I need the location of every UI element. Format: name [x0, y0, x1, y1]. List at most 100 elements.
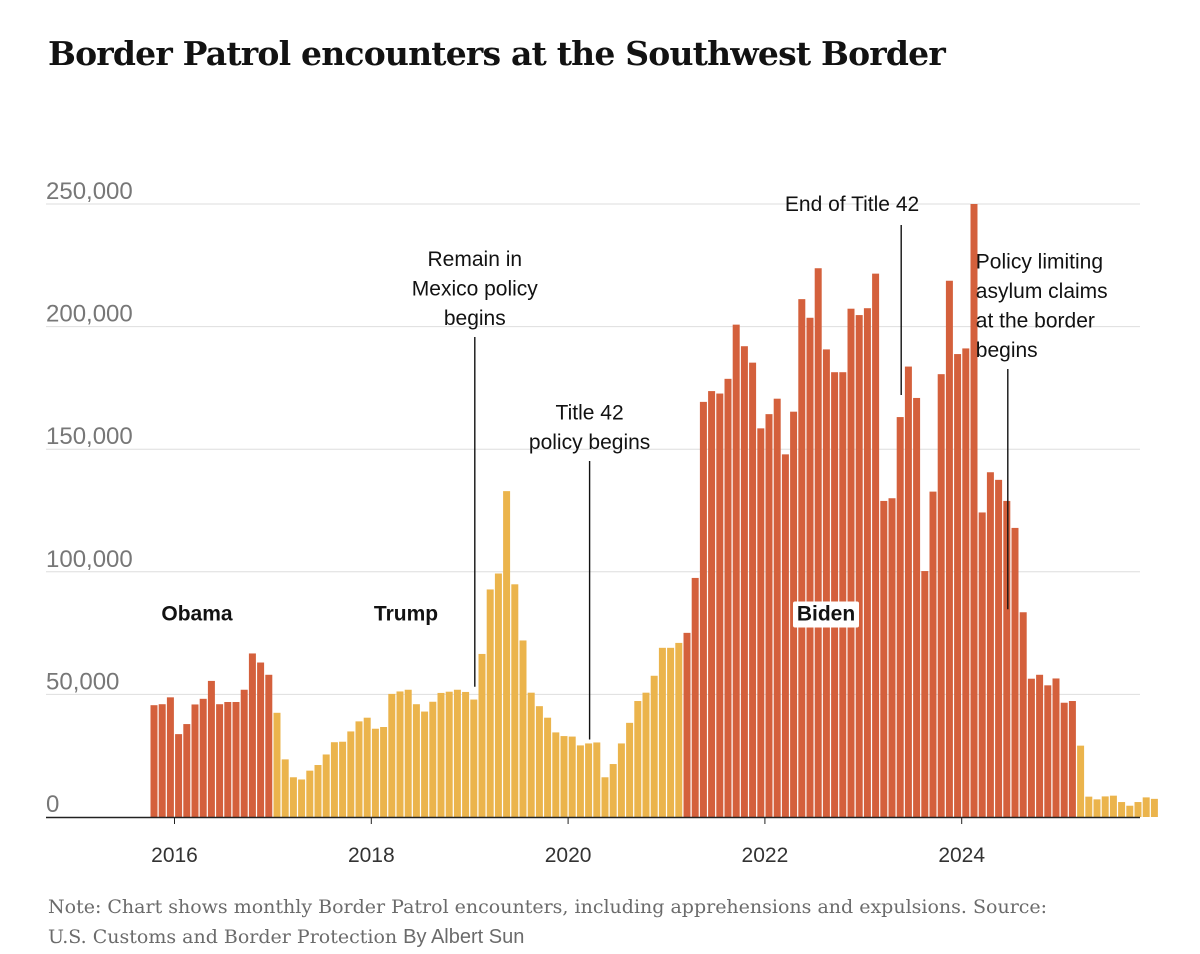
x-tick-label: 2022 — [742, 844, 789, 867]
bar-obama — [232, 702, 240, 817]
x-tick-label: 2020 — [545, 844, 592, 867]
bar-chart: 0 50,000 100,000 150,000 200,000 250,000 2016 2… — [46, 178, 1158, 867]
annotation-label: begins — [976, 339, 1038, 362]
bar-biden — [995, 479, 1003, 817]
bar-trump — [1109, 795, 1117, 817]
bar-biden — [921, 571, 929, 817]
bar-trump — [1126, 805, 1134, 817]
bar-biden — [732, 324, 740, 817]
bar-trump — [658, 647, 666, 817]
bar-biden — [1052, 678, 1060, 817]
bar-obama — [216, 704, 224, 817]
bar-trump — [617, 743, 625, 817]
annotation-label: at the border — [976, 310, 1095, 333]
bar-trump — [355, 721, 363, 817]
bar-trump — [412, 704, 420, 817]
bar-trump — [1077, 745, 1085, 817]
annotation-label: asylum claims — [976, 280, 1108, 303]
bar-obama — [207, 680, 215, 817]
annotation-label: Mexico policy — [412, 278, 539, 301]
bar-obama — [191, 704, 199, 817]
bar-trump — [306, 770, 314, 817]
y-tick-label: 50,000 — [46, 668, 119, 695]
bar-trump — [527, 692, 535, 817]
bar-obama — [240, 689, 248, 817]
bar-trump — [535, 706, 543, 817]
bar-trump — [322, 754, 330, 817]
bar-biden — [904, 366, 912, 817]
bar-biden — [1011, 527, 1019, 817]
bar-trump — [568, 736, 576, 817]
bar-biden — [1019, 612, 1027, 817]
bar-biden — [757, 428, 765, 817]
bar-biden — [831, 372, 839, 817]
bar-trump — [445, 691, 453, 817]
bar-trump — [1101, 796, 1109, 817]
bar-trump — [289, 777, 297, 817]
bar-biden — [749, 362, 757, 817]
bar-biden — [773, 398, 781, 817]
bar-trump — [642, 692, 650, 817]
bar-trump — [298, 779, 306, 817]
president-label: Obama — [161, 602, 233, 625]
bar-biden — [986, 472, 994, 817]
bar-biden — [798, 299, 806, 818]
annotation-label: Remain in — [428, 248, 523, 271]
x-tick-label: 2016 — [151, 844, 198, 867]
bar-trump — [1150, 798, 1158, 817]
bar-biden — [888, 498, 896, 817]
bar-biden — [839, 372, 847, 817]
president-label: Trump — [374, 602, 438, 625]
bar-biden — [970, 204, 978, 817]
bar-trump — [437, 692, 445, 817]
bar-trump — [380, 727, 388, 817]
bar-trump — [347, 731, 355, 817]
bar-trump — [330, 742, 338, 817]
bar-trump — [634, 701, 642, 817]
bar-biden — [691, 577, 699, 817]
bar-trump — [1118, 802, 1126, 817]
annotation-label: Title 42 — [556, 402, 624, 425]
bar-obama — [175, 734, 183, 817]
bar-biden — [716, 393, 724, 817]
bar-obama — [265, 674, 273, 817]
bar-biden — [683, 632, 691, 817]
bar-trump — [675, 642, 683, 817]
bar-trump — [1085, 796, 1093, 817]
bar-trump — [478, 653, 486, 817]
bar-biden — [855, 315, 863, 817]
y-tick-label: 0 — [46, 791, 59, 818]
y-tick-label: 150,000 — [46, 423, 133, 450]
bar-biden — [1068, 701, 1076, 817]
x-tick-label: 2024 — [938, 844, 985, 867]
note-source: Source: U.S. Customs and Border Protecti… — [48, 896, 1048, 948]
byline: By Albert Sun — [403, 926, 525, 948]
bar-trump — [519, 640, 527, 817]
bar-biden — [822, 349, 830, 817]
y-tick-label: 200,000 — [46, 301, 133, 328]
bar-obama — [150, 705, 158, 817]
bar-biden — [1036, 674, 1044, 817]
bar-biden — [806, 317, 814, 817]
bar-obama — [166, 697, 174, 817]
y-tick-label: 250,000 — [46, 178, 133, 205]
bar-trump — [650, 675, 658, 817]
bar-trump — [593, 742, 601, 817]
bar-obama — [199, 698, 207, 817]
bar-trump — [396, 691, 404, 817]
bar-biden — [913, 397, 921, 817]
president-label-bg — [793, 601, 859, 628]
chart-note: Note: Chart shows monthly Border Patrol … — [48, 892, 1048, 952]
bar-biden — [978, 512, 986, 817]
bar-trump — [609, 764, 617, 817]
y-tick-label: 100,000 — [46, 546, 133, 573]
bar-biden — [962, 348, 970, 817]
bar-biden — [880, 500, 888, 817]
bar-biden — [724, 378, 732, 817]
bar-trump — [1093, 799, 1101, 817]
bar-trump — [486, 589, 494, 817]
bar-trump — [339, 741, 347, 817]
bar-obama — [158, 704, 166, 817]
bar-trump — [667, 647, 675, 817]
annotation-label: begins — [444, 307, 506, 330]
